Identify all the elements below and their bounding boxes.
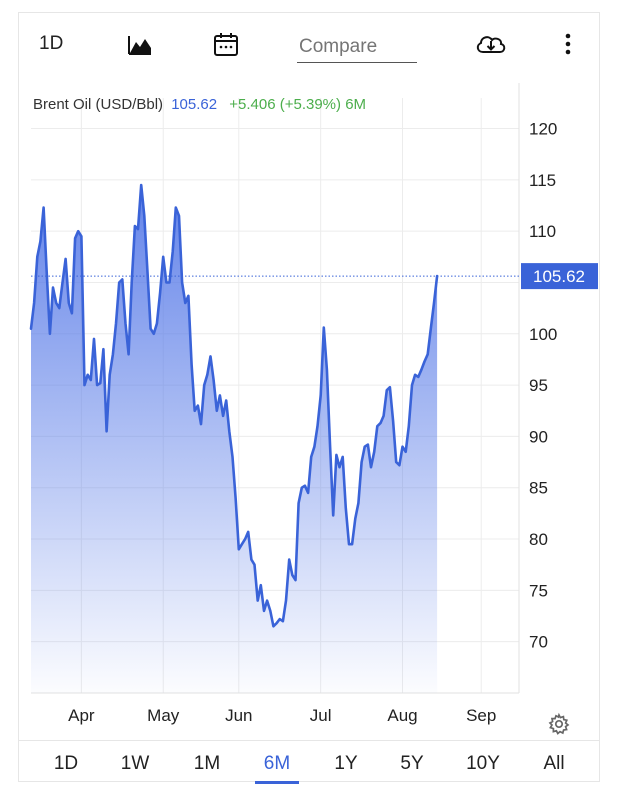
quote-header: Brent Oil (USD/Bbl) 105.62 +5.406 (+5.39… — [33, 96, 366, 113]
range-button-1w[interactable]: 1W — [120, 753, 150, 774]
y-tick-label: 110 — [529, 222, 556, 241]
price-chart[interactable]: 707580859095100105110115120105.62 AprMay… — [19, 13, 599, 738]
chart-toolbar: 1D — [19, 13, 599, 75]
x-tick-label: Jul — [310, 706, 332, 725]
range-button-5y[interactable]: 5Y — [400, 753, 424, 774]
range-button-1m[interactable]: 1M — [193, 753, 221, 774]
y-tick-label: 90 — [529, 427, 548, 446]
y-tick-label: 70 — [529, 633, 548, 652]
last-price: 105.62 — [171, 96, 218, 113]
range-button-1d[interactable]: 1D — [53, 753, 79, 774]
last-price-tag — [521, 263, 598, 290]
y-tick-label: 95 — [529, 376, 548, 395]
price-area — [31, 185, 438, 693]
interval-selector[interactable]: 1D — [39, 33, 64, 54]
range-button-1y[interactable]: 1Y — [334, 753, 358, 774]
last-price-tag-label: 105.62 — [533, 267, 585, 286]
range-button-10y[interactable]: 10Y — [466, 753, 500, 774]
settings-gear-icon[interactable] — [547, 712, 571, 741]
mountain-chart-icon[interactable] — [127, 31, 153, 57]
instrument-name: Brent Oil (USD/Bbl) — [33, 96, 164, 113]
cloud-download-icon[interactable] — [474, 31, 508, 57]
compare-input[interactable] — [297, 33, 417, 63]
y-tick-label: 75 — [529, 581, 548, 600]
calendar-icon[interactable] — [213, 31, 239, 57]
y-tick-label: 120 — [529, 120, 557, 139]
more-vertical-icon[interactable] — [564, 31, 572, 57]
change-period: 6M — [345, 96, 367, 113]
range-button-all[interactable]: All — [543, 753, 565, 774]
x-tick-label: Jun — [225, 706, 252, 725]
chart-widget: 1D — [18, 12, 600, 784]
y-tick-label: 100 — [529, 325, 557, 344]
x-tick-label: Aug — [387, 706, 417, 725]
x-tick-label: Sep — [466, 706, 496, 725]
price-line — [29, 183, 439, 628]
active-range-indicator — [255, 781, 299, 784]
y-tick-label: 85 — [529, 479, 548, 498]
x-tick-label: Apr — [68, 706, 95, 725]
price-change: +5.406 (+5.39%) — [229, 96, 342, 113]
range-button-6m[interactable]: 6M — [263, 753, 291, 774]
y-tick-label: 80 — [529, 530, 548, 549]
y-tick-label: 115 — [529, 171, 556, 190]
range-selector: 1D 1W 1M 6M 1Y 5Y 10Y All — [19, 740, 599, 784]
x-tick-label: May — [147, 706, 180, 725]
